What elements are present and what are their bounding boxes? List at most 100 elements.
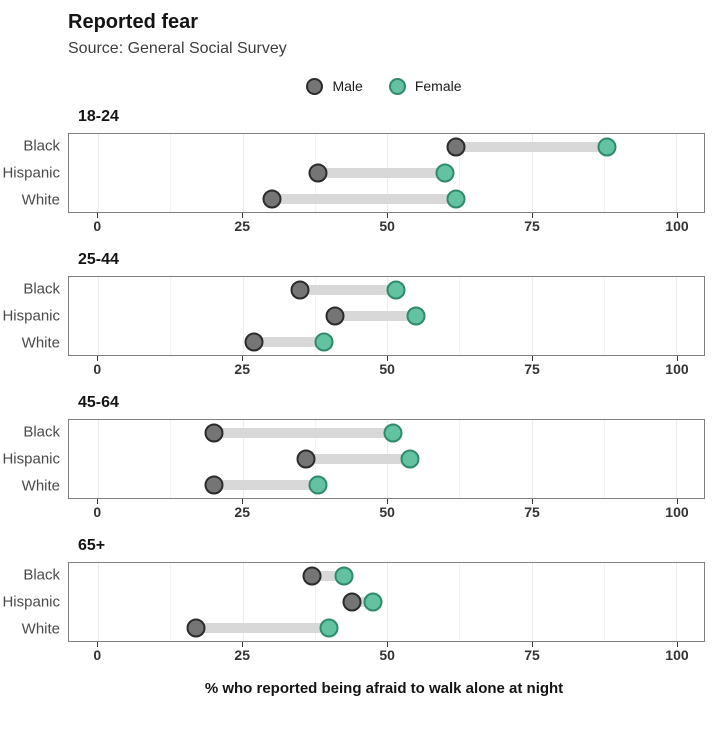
connector-bar: [271, 193, 457, 204]
x-axis: 0 25 50 75 100: [0, 213, 705, 237]
grid-line-minor: [170, 420, 172, 498]
connector-bar: [312, 571, 344, 582]
x-tick-mark: [532, 642, 534, 647]
x-tick-mark: [387, 213, 389, 218]
x-tick-mark: [242, 213, 244, 218]
female-dot: [308, 475, 328, 495]
grid-line-minor: [603, 134, 605, 212]
x-tick-mark: [532, 213, 534, 218]
male-dot: [186, 618, 206, 638]
grid-line-minor: [603, 563, 605, 641]
female-dot: [363, 592, 383, 612]
facet-title: 65+: [78, 537, 106, 554]
grid-line-minor: [170, 563, 172, 641]
grid-line-minor: [459, 277, 461, 355]
chart-header: Reported fear Source: General Social Sur…: [0, 0, 714, 58]
x-tick-label: 75: [524, 361, 540, 377]
grid-line-minor: [459, 563, 461, 641]
y-label-White: White: [21, 477, 60, 495]
x-tick-label: 25: [234, 218, 251, 234]
grid-line-major: [242, 277, 244, 355]
connector-bar: [196, 622, 330, 633]
x-tick-mark: [676, 213, 678, 218]
x-tick-mark: [676, 499, 678, 504]
x-tick-label: 0: [93, 647, 102, 663]
connector-bar: [317, 168, 445, 178]
axis-spacer: [0, 356, 68, 380]
x-tick-label: 0: [93, 361, 102, 377]
facet-title: 18-24: [78, 108, 119, 125]
x-tick-mark: [532, 356, 534, 361]
plot-area: [68, 562, 705, 642]
page-title: Reported fear: [68, 11, 199, 33]
grid-line-major: [98, 134, 100, 212]
grid-line-major: [98, 563, 100, 641]
male-dot: [302, 566, 322, 586]
x-tick-label: 25: [234, 647, 251, 663]
grid-line-major: [531, 420, 533, 498]
x-tick-label: 100: [665, 361, 689, 377]
grid-line-major: [242, 563, 244, 641]
y-axis-labels: Black Hispanic White: [0, 276, 68, 356]
x-axis: 0 25 50 75 100: [0, 356, 705, 380]
x-tick-label: 0: [93, 218, 102, 234]
y-label-White: White: [21, 191, 60, 209]
x-axis-area: 0 25 50 75 100: [68, 499, 705, 523]
x-tick-mark: [97, 499, 99, 504]
x-tick-label: 100: [665, 504, 689, 520]
connector-bar: [306, 454, 411, 464]
male-dot: [342, 592, 362, 612]
facet-title: 45-64: [78, 394, 119, 411]
x-tick-label: 50: [379, 218, 395, 234]
grid-line-minor: [603, 420, 605, 498]
grid-line-major: [98, 277, 100, 355]
x-tick-mark: [242, 499, 244, 504]
female-dot: [597, 137, 617, 157]
grid-line-minor: [459, 420, 461, 498]
grid-line-major: [676, 134, 678, 212]
legend-item-female: Female: [388, 77, 462, 95]
x-tick-label: 75: [524, 504, 540, 520]
x-axis: 0 25 50 75 100: [0, 499, 705, 523]
x-tick-mark: [676, 356, 678, 361]
chart-legend: Male Female: [54, 74, 714, 98]
plot-area: [68, 419, 705, 499]
x-tick-mark: [387, 642, 389, 647]
y-label-Black: Black: [23, 566, 60, 584]
connector-bar: [213, 479, 318, 490]
female-dot: [319, 618, 339, 638]
grid-line-major: [98, 420, 100, 498]
x-tick-mark: [97, 356, 99, 361]
grid-line-minor: [314, 277, 316, 355]
connector-bar: [213, 428, 393, 439]
female-dot: [446, 189, 466, 209]
x-tick-mark: [242, 642, 244, 647]
female-dot: [334, 566, 354, 586]
plot-area: [68, 133, 705, 213]
y-label-Hispanic: Hispanic: [2, 450, 60, 468]
connector-bar: [254, 336, 324, 347]
facet-title: 25-44: [78, 251, 119, 268]
connector-bar: [335, 311, 417, 321]
y-axis-labels: Black Hispanic White: [0, 562, 68, 642]
female-dot: [400, 449, 420, 469]
y-label-Black: Black: [23, 423, 60, 441]
male-dot-icon: [306, 77, 324, 95]
x-tick-label: 25: [234, 504, 251, 520]
grid-line-major: [531, 277, 533, 355]
male-dot: [446, 137, 466, 157]
x-tick-mark: [387, 356, 389, 361]
x-tick-label: 50: [379, 504, 395, 520]
x-tick-label: 0: [93, 504, 102, 520]
facet-body: Black Hispanic White: [0, 133, 705, 213]
grid-line-major: [676, 563, 678, 641]
y-label-White: White: [21, 334, 60, 352]
x-tick-label: 25: [234, 361, 251, 377]
grid-line-major: [531, 134, 533, 212]
chart-source: Source: General Social Survey: [68, 40, 287, 57]
female-dot: [314, 332, 334, 352]
female-dot: [406, 306, 426, 326]
x-tick-mark: [676, 642, 678, 647]
x-tick-mark: [97, 642, 99, 647]
x-axis-area: 0 25 50 75 100: [68, 356, 705, 380]
